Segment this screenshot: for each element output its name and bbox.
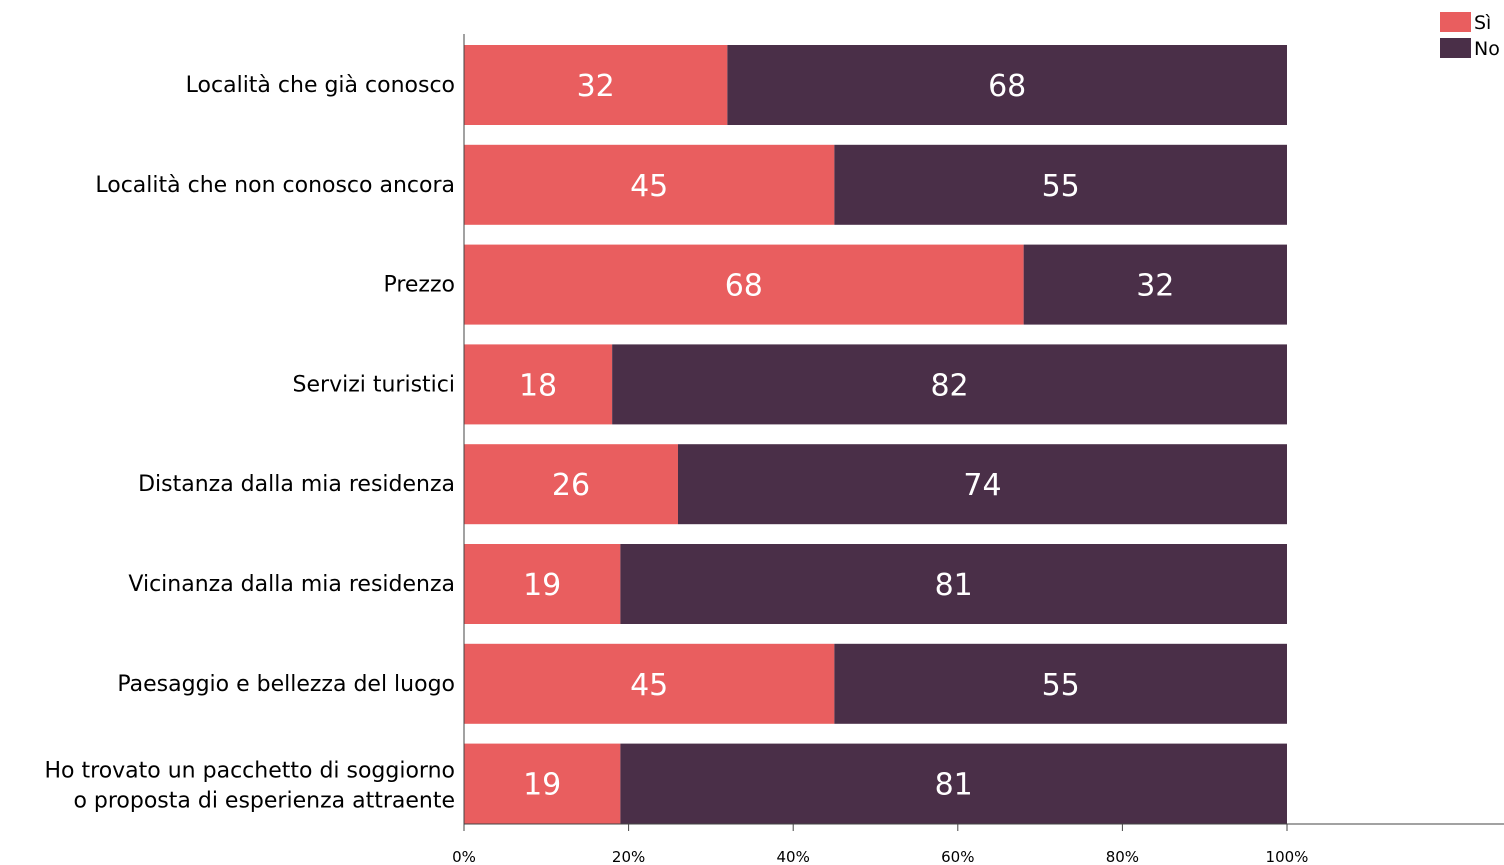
data-label-si-6: 45 [630,668,668,703]
category-label-5: Vicinanza dalla mia residenza [128,572,455,597]
category-label-line: Distanza dalla mia residenza [138,472,455,497]
category-label-0: Località che già conosco [186,73,455,98]
category-label-line: Vicinanza dalla mia residenza [128,572,455,597]
category-label-line: Paesaggio e bellezza del luogo [117,672,455,697]
data-label-no-0: 68 [988,69,1026,104]
data-label-no-5: 81 [935,568,973,603]
category-label-line: Località che non conosco ancora [95,173,455,198]
bar-segment-si-0 [464,45,728,125]
x-tick-label-2: 40% [777,848,810,865]
category-label-3: Servizi turistici [293,372,455,397]
data-label-si-0: 32 [577,69,615,104]
data-label-no-7: 81 [935,768,973,803]
category-label-7: Ho trovato un pacchetto di soggiorno o pr… [45,759,455,814]
category-label-6: Paesaggio e bellezza del luogo [117,672,455,697]
data-label-si-7: 19 [523,768,561,803]
bar-segment-no-3 [612,344,1287,425]
x-tick-label-1: 20% [612,848,645,865]
bar-segment-si-2 [464,244,1024,325]
x-tick-label-0: 0% [452,848,476,865]
data-label-si-4: 26 [552,468,590,503]
bar-segment-si-3 [464,344,613,425]
category-label-4: Distanza dalla mia residenza [138,472,455,497]
category-label-line: Prezzo [383,273,455,298]
data-label-no-2: 32 [1136,269,1174,304]
category-label-1: Località che non conosco ancora [95,173,455,198]
bar-segment-si-5 [464,544,621,624]
bar-segment-no-4 [677,444,1287,525]
data-label-no-4: 74 [963,468,1001,503]
category-label-line: Ho trovato un pacchetto di soggiorno [45,759,455,784]
data-label-si-5: 19 [523,568,561,603]
legend: Sì No [1440,12,1500,60]
legend-swatch-no [1440,38,1471,58]
legend-label-no: No [1474,38,1500,60]
data-label-si-2: 68 [725,269,763,304]
bar-segment-si-7 [464,743,621,824]
bars-group: 32 68 45 55 68 32 18 82 26 74 19 81 45 55 19 81 [464,45,1287,824]
axes-group: 0% 20% 40% 60% 80% 100% [452,34,1504,865]
bar-segment-si-1 [464,144,835,225]
category-labels: Località che già conosco Località che non… [45,73,455,814]
legend-swatch-si [1440,12,1471,32]
data-label-no-1: 55 [1042,169,1080,204]
legend-label-si: Sì [1474,12,1491,34]
category-label-line: Località che già conosco [186,73,455,98]
bar-segment-no-2 [1023,244,1287,325]
data-label-no-3: 82 [930,368,968,403]
category-label-line: Servizi turistici [293,372,455,397]
bar-segment-no-7 [620,743,1287,824]
category-label-line: o proposta di esperienza attraente [73,789,455,814]
x-tick-label-4: 80% [1106,848,1139,865]
data-label-no-6: 55 [1042,668,1080,703]
data-label-si-1: 45 [630,169,668,204]
bar-segment-no-1 [834,144,1287,225]
bar-segment-si-6 [464,643,835,724]
bar-segment-si-4 [464,444,678,525]
x-tick-label-3: 60% [941,848,974,865]
bar-segment-no-0 [727,45,1287,125]
bar-segment-no-5 [620,544,1287,624]
bar-segment-no-6 [834,643,1287,724]
category-label-2: Prezzo [383,273,455,298]
x-tick-label-5: 100% [1266,848,1309,865]
data-label-si-3: 18 [519,368,557,403]
